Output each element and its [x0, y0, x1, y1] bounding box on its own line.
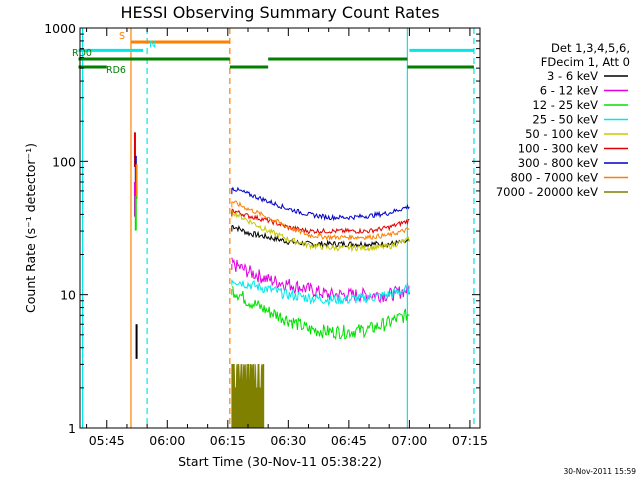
- series-line: [231, 208, 410, 253]
- timestamp: 30-Nov-2011 15:59: [564, 467, 637, 476]
- legend-label: 12 - 25 keV: [532, 98, 598, 112]
- x-tick-label: 06:15: [210, 433, 246, 448]
- y-tick-label: 1: [68, 421, 76, 436]
- x-tick-label: 07:00: [391, 433, 427, 448]
- legend-label: 800 - 7000 keV: [510, 171, 598, 185]
- y-tick-label: 100: [52, 154, 76, 169]
- y-axis-label: Count Rate (s⁻¹ detector⁻¹): [23, 143, 38, 313]
- legend: Det 1,3,4,5,6,FDecim 1, Att 03 - 6 keV6 …: [496, 41, 630, 199]
- flag-label-s: S: [119, 31, 125, 42]
- series-line: [231, 364, 265, 428]
- legend-label: 300 - 800 keV: [518, 156, 598, 170]
- plot-frame: [79, 27, 481, 429]
- flag-label-n: N: [149, 39, 156, 50]
- legend-label: 6 - 12 keV: [540, 84, 598, 98]
- x-tick-label: 06:30: [270, 433, 306, 448]
- x-tick-label: 05:45: [89, 433, 125, 448]
- flag-label-rd6: RD6: [106, 65, 126, 76]
- legend-label: 25 - 50 keV: [532, 113, 598, 127]
- legend-label: 100 - 300 keV: [518, 142, 598, 156]
- chart-title: HESSI Observing Summary Count Rates: [120, 3, 439, 22]
- flag-label-rd0: RD0: [72, 48, 92, 59]
- series-line: [231, 186, 410, 222]
- series-line: [231, 225, 410, 249]
- legend-header: FDecim 1, Att 0: [541, 55, 630, 69]
- series-line: [231, 200, 410, 241]
- series-line: [231, 257, 410, 304]
- series-line: [231, 208, 410, 235]
- series-line: [231, 280, 410, 307]
- legend-header: Det 1,3,4,5,6,: [551, 41, 630, 55]
- y-tick-label: 1000: [44, 21, 76, 36]
- x-axis-label: Start Time (30-Nov-11 05:38:22): [178, 454, 382, 469]
- x-tick-label: 07:15: [452, 433, 488, 448]
- series-line: [231, 286, 410, 341]
- y-axis: 1 10 100 1000: [44, 21, 480, 436]
- y-tick-label: 10: [60, 288, 76, 303]
- legend-label: 7000 - 20000 keV: [496, 185, 598, 199]
- legend-label: 3 - 6 keV: [547, 69, 598, 83]
- x-tick-label: 06:00: [149, 433, 185, 448]
- x-tick-label: 06:45: [331, 433, 367, 448]
- plot-area: S N RD0 RD6: [72, 28, 475, 428]
- axes-box: [79, 27, 481, 429]
- x-axis: 05:45 06:00 06:15 06:30 06:45 07:00 07:15: [86, 28, 488, 448]
- legend-label: 50 - 100 keV: [525, 127, 598, 141]
